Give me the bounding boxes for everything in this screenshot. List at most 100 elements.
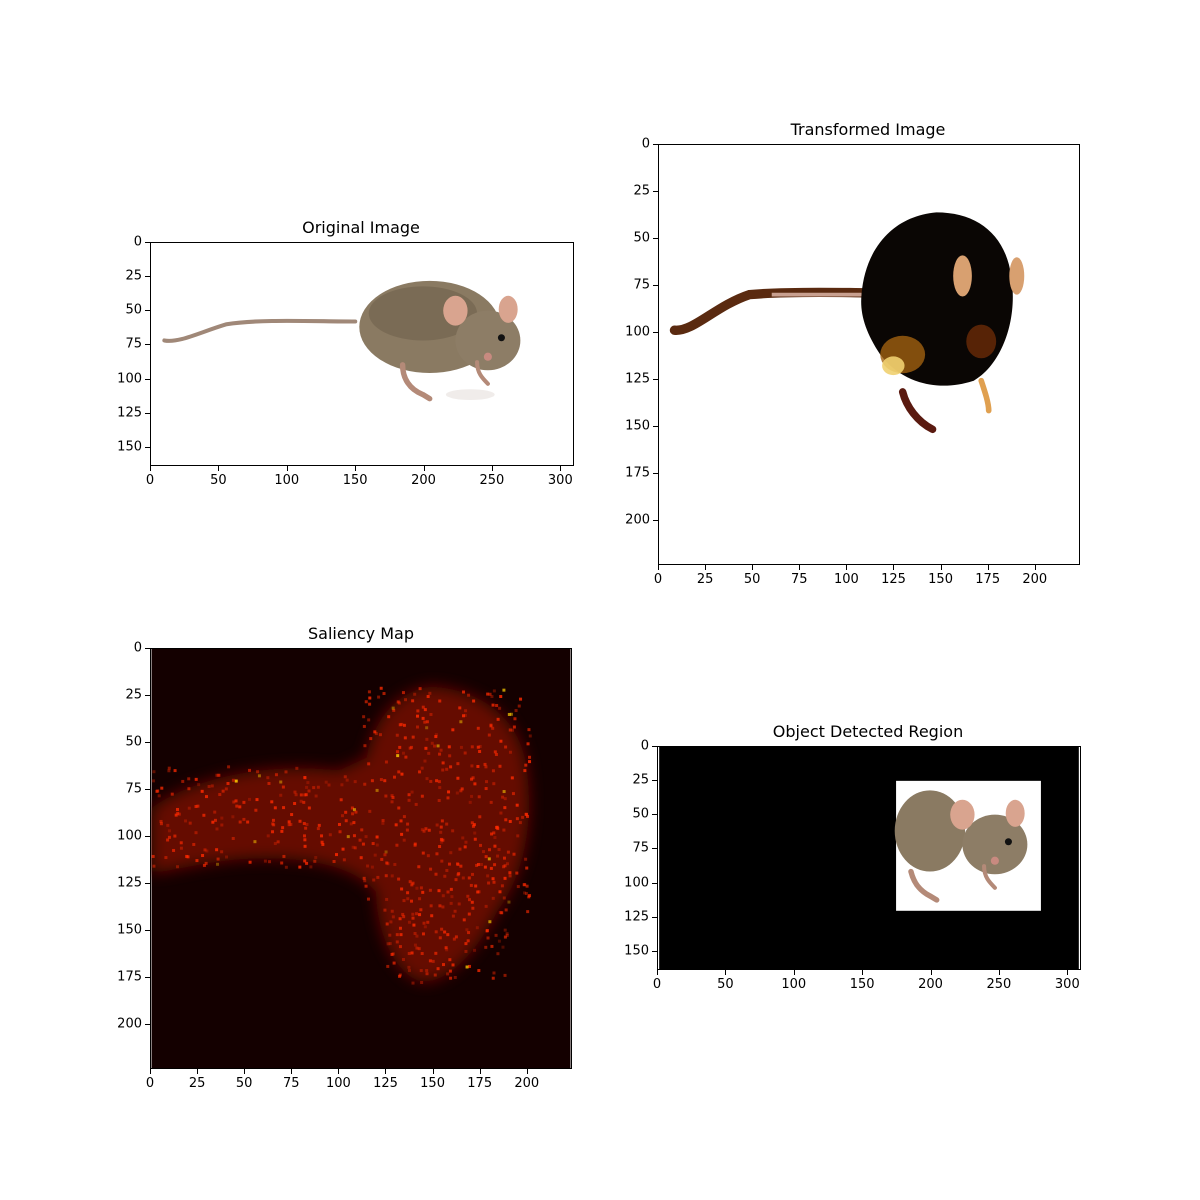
saliency-pixel [159,822,163,826]
saliency-pixel [381,821,385,825]
saliency-pixel [483,865,487,869]
saliency-pixel [316,827,320,831]
y-tick-mark [653,237,658,239]
saliency-pixel [303,793,307,797]
y-tick-mark [653,425,658,427]
saliency-pixel [488,692,492,696]
saliency-pixel [367,690,371,694]
y-tick-label: 200 [117,1016,142,1032]
saliency-pixel [383,779,387,783]
saliency-pixel [512,852,516,856]
saliency-pixel [521,815,525,819]
saliency-pixel [486,692,490,696]
saliency-pixel [234,779,238,783]
saliency-pixel [224,787,228,791]
saliency-pixel [314,856,318,860]
y-tick-label: 100 [625,324,650,340]
saliency-pixel [385,861,389,865]
saliency-pixel [211,820,215,824]
x-tick-label: 300 [547,473,573,488]
saliency-pixel [414,802,418,806]
saliency-pixel [173,769,177,773]
saliency-pixel [287,820,291,824]
y-tick-mark [145,276,150,278]
saliency-pixel [493,750,497,754]
saliency-pixel [507,900,511,904]
saliency-pixel [156,789,160,793]
saliency-pixel [282,806,286,810]
saliency-pixel [152,770,156,774]
saliency-pixel [441,905,445,909]
saliency-pixel [473,837,477,841]
saliency-pixel [427,828,431,832]
saliency-pixel [390,794,394,798]
saliency-pixel [351,845,355,849]
saliency-pixel [338,830,342,834]
saliency-pixel [470,777,474,781]
saliency-pixel [231,836,235,840]
x-tick-mark [930,970,932,975]
saliency-pixel [371,842,375,846]
saliency-pixel [344,819,348,823]
saliency-pixel [273,842,277,846]
saliency-pixel [386,942,390,946]
saliency-pixel [500,911,504,915]
y-tick-mark [652,848,657,850]
y-tick-mark [653,331,658,333]
saliency-pixel [462,714,466,718]
saliency-pixel [445,822,449,826]
saliency-pixel [503,973,507,977]
saliency-pixel [413,943,417,947]
saliency-pixel [477,795,481,799]
x-tick-mark [893,565,895,570]
saliency-pixel [420,981,424,985]
saliency-pixel [423,759,427,763]
saliency-pixel [179,841,183,845]
saliency-pixel [188,821,192,825]
saliency-pixel [489,800,493,804]
saliency-pixel [486,874,490,878]
saliency-pixel [471,906,475,910]
saliency-pixel [445,868,449,872]
saliency-pixel [453,975,457,979]
saliency-pixel [254,808,258,812]
saliency-pixel [388,933,392,937]
saliency-pixel [446,933,450,937]
x-tick-label: 125 [373,1076,398,1091]
saliency-pixel [508,750,512,754]
saliency-pixel [434,930,438,934]
saliency-pixel [215,827,219,831]
saliency-pixel [460,787,464,791]
saliency-pixel [429,712,433,716]
saliency-pixel [299,793,303,797]
saliency-pixel [429,867,433,871]
saliency-pixel [475,863,479,867]
saliency-pixel [395,733,399,737]
y-tick-mark [145,976,150,978]
saliency-pixel [434,733,438,737]
saliency-pixel [446,796,450,800]
saliency-pixel [395,933,399,937]
y-tick-label: 0 [133,640,142,656]
x-tick-label: 100 [274,473,300,488]
x-tick-label: 125 [881,572,906,587]
saliency-pixel [390,874,394,878]
saliency-pixel [440,819,444,823]
saliency-pixel [281,785,285,789]
saliency-pixel [266,776,270,780]
saliency-pixel [375,788,379,792]
saliency-pixel [411,912,415,916]
saliency-pixel [421,716,425,720]
y-tick-label: 150 [625,418,650,434]
saliency-pixel [334,853,338,857]
x-tick-label: 50 [743,572,761,587]
saliency-pixel [456,873,460,877]
y-tick-mark [652,746,657,747]
x-tick-label: 50 [717,977,734,992]
saliency-pixel [407,793,411,797]
saliency-pixel [519,697,523,701]
saliency-pixel [449,976,453,980]
saliency-pixel [220,816,224,820]
saliency-pixel [276,840,280,844]
saliency-pixel [503,876,507,880]
